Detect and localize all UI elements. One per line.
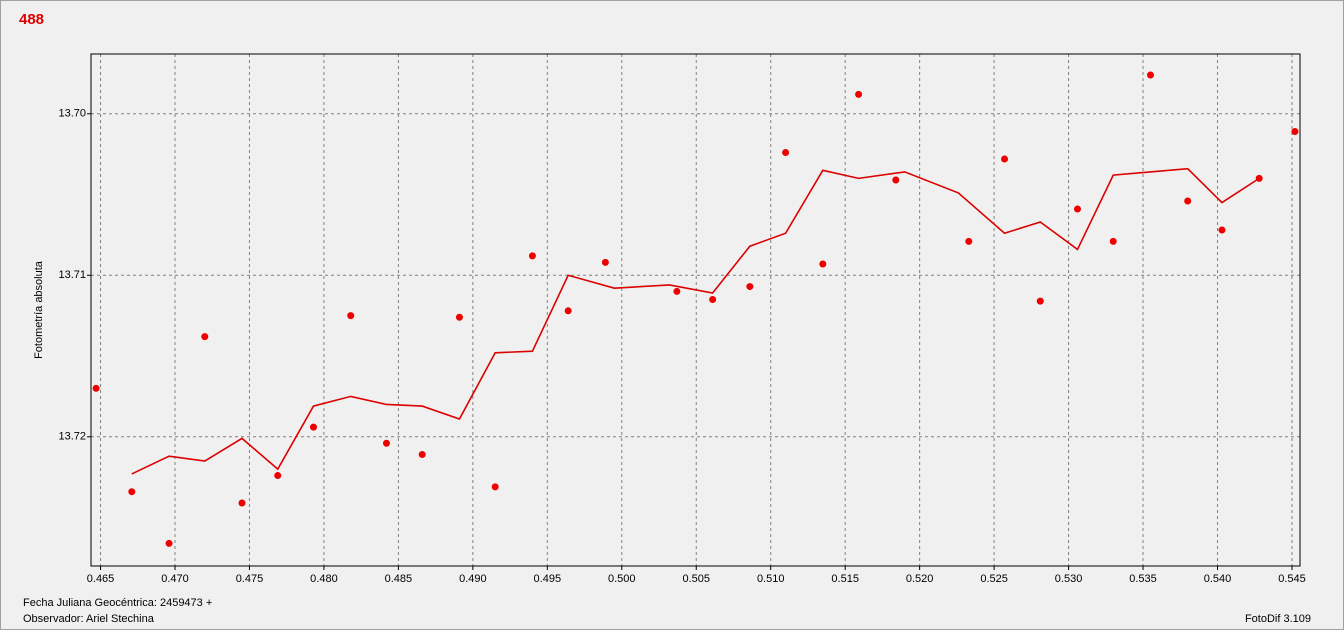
data-point: [274, 472, 282, 480]
data-point: [165, 539, 173, 547]
data-point: [92, 384, 100, 392]
data-point: [1036, 297, 1044, 305]
data-point: [528, 252, 536, 260]
data-point: [564, 307, 572, 315]
footer-text: FotoDif 3.109: [1244, 613, 1311, 625]
data-point: [1109, 237, 1117, 245]
x-tick-label: 0.520: [906, 573, 934, 585]
data-point: [455, 313, 463, 321]
data-point: [965, 237, 973, 245]
y-tick-label: 13.72: [58, 431, 86, 443]
data-point: [1146, 71, 1154, 79]
data-point: [855, 90, 863, 98]
data-point: [709, 296, 717, 304]
x-tick-label: 0.475: [236, 573, 264, 585]
data-point: [819, 260, 827, 268]
y-tick-label: 13.70: [58, 108, 86, 120]
data-line: [131, 167, 1260, 475]
data-point: [309, 423, 317, 431]
x-tick-label: 0.465: [87, 573, 115, 585]
data-point: [347, 312, 355, 320]
x-tick-label: 0.485: [385, 573, 413, 585]
y-tick-label: 13.71: [58, 269, 86, 281]
data-point: [128, 488, 136, 496]
data-point: [1291, 128, 1299, 136]
x-tick-label: 0.525: [980, 573, 1008, 585]
data-point: [1218, 226, 1226, 234]
footer-text: Fecha Juliana Geocéntrica: 2459473 +: [23, 597, 213, 609]
x-tick-label: 0.505: [682, 573, 710, 585]
y-axis-label: Fotometría absoluta: [33, 260, 45, 359]
x-tick-label: 0.545: [1278, 573, 1306, 585]
x-tick-label: 0.540: [1204, 573, 1232, 585]
x-tick-label: 0.530: [1055, 573, 1083, 585]
x-tick-label: 0.500: [608, 573, 636, 585]
data-point: [601, 258, 609, 266]
x-tick-label: 0.535: [1129, 573, 1157, 585]
plot-border: [90, 53, 1301, 567]
data-point: [382, 439, 390, 447]
x-tick-label: 0.515: [831, 573, 859, 585]
chart-title: 488: [19, 11, 44, 28]
data-point: [746, 283, 754, 291]
plot-area: [91, 54, 1300, 566]
x-tick-label: 0.510: [757, 573, 785, 585]
data-point: [1001, 155, 1009, 163]
x-tick-label: 0.495: [534, 573, 562, 585]
x-tick-label: 0.480: [310, 573, 338, 585]
x-tick-label: 0.490: [459, 573, 487, 585]
data-point: [1074, 205, 1082, 213]
footer-text: Observador: Ariel Stechina: [23, 613, 154, 625]
data-point: [491, 483, 499, 491]
data-point: [782, 149, 790, 157]
x-tick-label: 0.470: [161, 573, 189, 585]
data-point: [418, 451, 426, 459]
data-point: [1184, 197, 1192, 205]
data-point: [201, 333, 209, 341]
data-point: [892, 176, 900, 184]
data-point: [673, 287, 681, 295]
data-point: [238, 499, 246, 507]
